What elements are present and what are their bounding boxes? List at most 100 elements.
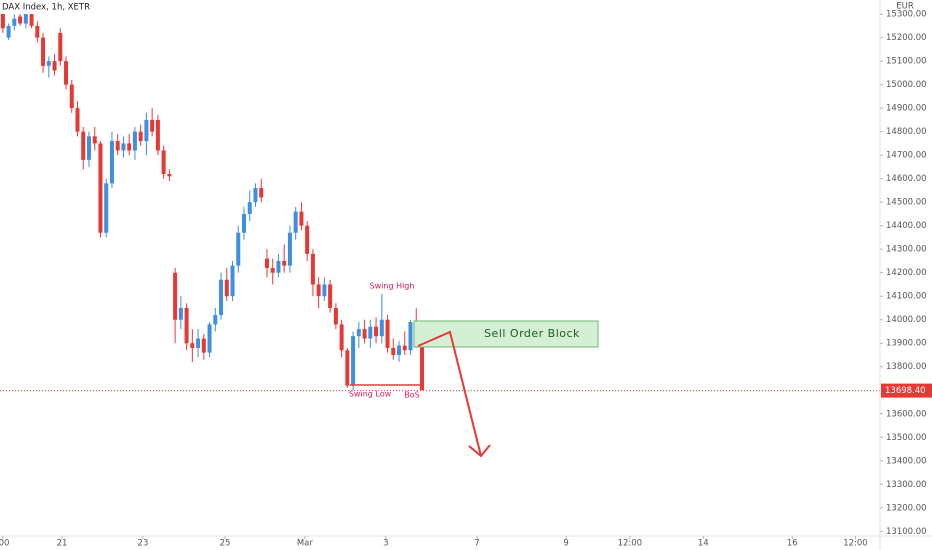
y-tick-label: 14500.00 xyxy=(886,198,927,208)
candle-body xyxy=(419,343,424,391)
candle-body xyxy=(385,319,390,348)
y-tick-label: 13300.00 xyxy=(886,480,927,490)
x-tick-label: 25 xyxy=(220,539,231,549)
candle-body xyxy=(299,211,304,226)
candle-body xyxy=(368,326,373,339)
x-tick-label: 16 xyxy=(787,539,798,549)
candle-body xyxy=(374,326,379,337)
x-tick-label: 23 xyxy=(138,539,149,549)
y-tick-label: 15200.00 xyxy=(886,33,927,43)
candle-body xyxy=(52,61,57,71)
candle-body xyxy=(219,279,224,316)
x-tick-label: 14 xyxy=(698,539,709,549)
candle-body xyxy=(18,16,23,24)
projection-arrow xyxy=(417,330,482,457)
candle-body xyxy=(184,307,189,344)
candle-body xyxy=(86,136,91,160)
candle-body xyxy=(310,253,315,285)
candle-body xyxy=(402,345,407,351)
x-tick-label: Mar xyxy=(297,539,314,549)
swing-high-label: Swing High xyxy=(370,282,415,291)
y-tick-label: 14400.00 xyxy=(886,221,927,231)
y-tick-label: 15300.00 xyxy=(886,10,927,20)
candle-body xyxy=(351,336,356,386)
candle-body xyxy=(190,343,195,348)
candle-body xyxy=(201,338,206,353)
candle-body xyxy=(356,329,361,337)
candle-body xyxy=(167,173,172,177)
candle-body xyxy=(224,279,229,297)
y-tick-label: 13900.00 xyxy=(886,339,927,349)
y-tick-label: 14600.00 xyxy=(886,174,927,184)
candle-body xyxy=(230,265,235,297)
y-tick-label: 13200.00 xyxy=(886,503,927,513)
candle-body xyxy=(345,350,350,386)
y-tick-label: 13400.00 xyxy=(886,456,927,466)
candle-body xyxy=(379,319,384,337)
candle-body xyxy=(247,202,252,214)
candle-body xyxy=(397,345,402,355)
candle-body xyxy=(316,284,321,297)
candle-body xyxy=(178,307,183,320)
candle-body xyxy=(333,307,338,325)
bos-label: BoS xyxy=(404,391,419,400)
x-tick-label: 21 xyxy=(57,539,68,549)
candle-body xyxy=(293,211,298,233)
y-tick-label: 13500.00 xyxy=(886,433,927,443)
candle-body xyxy=(264,258,269,268)
candle-body xyxy=(92,136,97,144)
candle-body xyxy=(115,141,120,151)
y-tick-label: 13100.00 xyxy=(886,527,927,537)
candle-body xyxy=(41,37,46,66)
x-tick-label: 12:00 xyxy=(843,539,868,549)
candle-body xyxy=(0,7,5,29)
y-tick-label: 13600.00 xyxy=(886,409,927,419)
y-tick-label: 14100.00 xyxy=(886,292,927,302)
candle-body xyxy=(305,225,310,254)
x-tick-label: 12:00 xyxy=(618,539,643,549)
y-tick-label: 14800.00 xyxy=(886,127,927,137)
y-tick-label: 14000.00 xyxy=(886,315,927,325)
candle-body xyxy=(138,131,143,142)
candle-body xyxy=(6,25,11,38)
arrow-head xyxy=(468,444,491,458)
y-tick-label: 13800.00 xyxy=(886,362,927,372)
candle-body xyxy=(213,315,218,325)
x-tick-label: 00 xyxy=(0,539,9,549)
candle-body xyxy=(127,143,132,151)
last-price-label: 13698.40 xyxy=(885,386,926,396)
candle-body xyxy=(173,272,178,320)
candle-body xyxy=(161,150,166,174)
y-tick-label: 15100.00 xyxy=(886,57,927,67)
candle-body xyxy=(207,324,212,353)
title-bg xyxy=(0,0,200,14)
candle-body xyxy=(109,141,114,184)
candle-body xyxy=(196,338,201,348)
candle-body xyxy=(29,14,34,26)
candle-body xyxy=(121,143,126,151)
currency-label: EUR xyxy=(896,2,914,12)
candle-body xyxy=(35,25,40,38)
x-tick-label: 9 xyxy=(563,539,568,549)
y-tick-label: 14900.00 xyxy=(886,104,927,114)
candle-body xyxy=(155,119,160,151)
candle-body xyxy=(98,143,103,233)
x-tick-label: 3 xyxy=(383,539,388,549)
y-tick-label: 14700.00 xyxy=(886,151,927,161)
candle-body xyxy=(150,119,155,132)
candle-body xyxy=(81,131,86,160)
candle-body xyxy=(408,322,413,351)
candle-body xyxy=(276,260,281,273)
candle-body xyxy=(46,61,51,66)
candle-body xyxy=(282,260,287,266)
y-tick-label: 14200.00 xyxy=(886,268,927,278)
candle-body xyxy=(259,188,264,198)
candle-body xyxy=(339,324,344,351)
candle-body xyxy=(322,284,327,297)
candle-body xyxy=(64,61,69,85)
swing-low-label: Swing Low xyxy=(349,390,392,399)
candle-body xyxy=(287,232,292,266)
candle-body xyxy=(144,119,149,142)
order-block-label: Sell Order Block xyxy=(484,327,580,340)
candle-body xyxy=(270,268,275,273)
